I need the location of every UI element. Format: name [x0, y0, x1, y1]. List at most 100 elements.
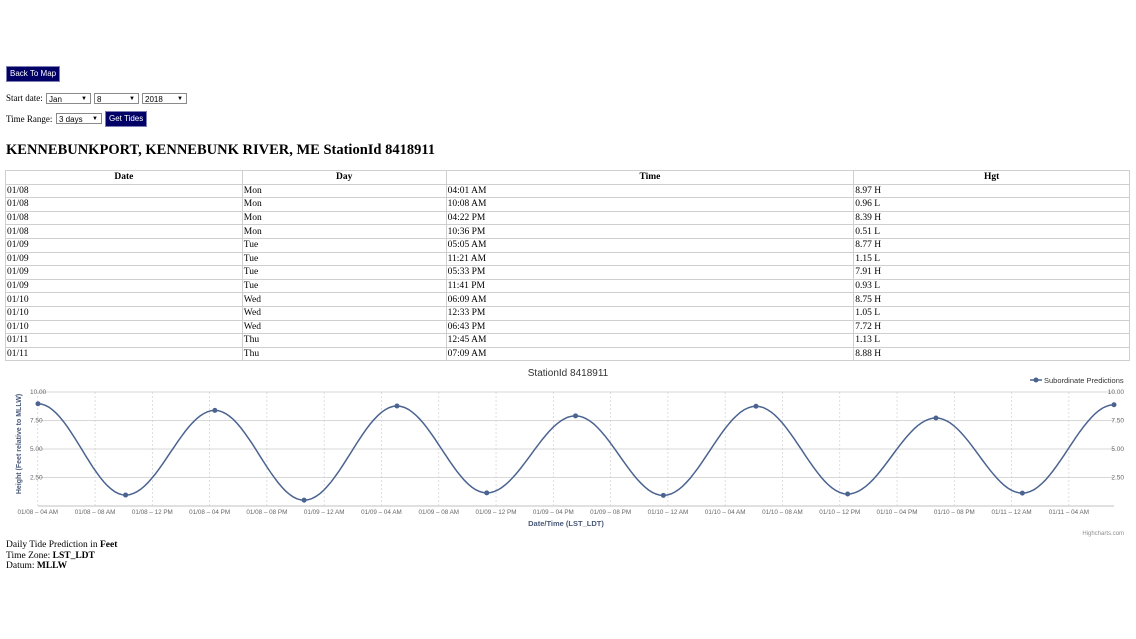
table-cell: 8.77 H [853, 237, 1130, 253]
table-cell: 01/10 [5, 305, 243, 321]
year-value: 2018 [145, 95, 163, 104]
data-point[interactable] [123, 492, 129, 498]
data-point[interactable] [394, 403, 400, 409]
dropdown-arrow-icon: ▼ [177, 96, 183, 102]
start-date-label: Start date: [6, 93, 43, 103]
chart-legend[interactable]: Subordinate Predictions [1030, 376, 1124, 385]
table-cell: Tue [241, 237, 447, 253]
table-row: 01/09 Tue 05:05 AM 8.77 H [5, 237, 1130, 253]
day-value: 8 [97, 95, 102, 104]
table-row: 01/10 Wed 06:43 PM 7.72 H [5, 319, 1130, 335]
y-axis-label: Height (Feet relative to MLLW) [16, 394, 23, 494]
table-cell: Wed [241, 292, 447, 307]
table-row: 01/08 Mon 10:36 PM 0.51 L [5, 224, 1130, 239]
station-title: KENNEBUNKPORT, KENNEBUNK RIVER, ME Stati… [6, 142, 436, 158]
table-cell: 04:22 PM [445, 210, 855, 226]
table-cell: Mon [241, 197, 447, 212]
table-cell: 01/08 [5, 183, 243, 199]
legend-label: Subordinate Predictions [1044, 376, 1124, 385]
day-select[interactable]: 8 ▼ [94, 93, 139, 104]
month-select[interactable]: Jan ▼ [46, 93, 91, 104]
datum-label: Datum: [6, 561, 37, 571]
table-cell: 01/10 [5, 319, 243, 335]
table-row: 01/09 Tue 05:33 PM 7.91 H [5, 265, 1130, 280]
data-point[interactable] [212, 407, 218, 413]
datum-line: Datum: MLLW [6, 561, 117, 572]
y-tick-label-left: 7.50 [30, 418, 43, 425]
timezone-line: Time Zone: LST_LDT [6, 551, 117, 562]
table-cell: 06:43 PM [445, 319, 855, 335]
table-cell: 01/11 [5, 346, 243, 362]
table-cell: 01/09 [5, 265, 243, 280]
table-cell: 01/08 [5, 197, 243, 212]
table-cell: 05:33 PM [445, 265, 855, 280]
table-cell: 01/09 [5, 237, 243, 253]
table-cell: 11:21 AM [445, 251, 855, 267]
column-header: Time [445, 170, 855, 185]
tide-chart: StationId 8418911 Subordinate Prediction… [16, 368, 1124, 537]
get-tides-button[interactable]: Get Tides [105, 111, 148, 127]
data-point[interactable] [35, 401, 41, 407]
back-to-map-button[interactable]: Back To Map [6, 66, 61, 82]
x-tick-label: 01/09 – 12 PM [476, 509, 517, 516]
y-tick-label-right: 7.50 [1111, 418, 1124, 425]
data-point[interactable] [573, 413, 579, 419]
table-cell: 12:33 PM [445, 305, 855, 321]
table-cell: 01/11 [5, 333, 243, 348]
table-cell: Wed [241, 319, 447, 335]
time-range-value: 3 days [59, 115, 83, 124]
y-tick-label-left: 5.00 [30, 446, 43, 453]
table-cell: 10:36 PM [445, 224, 855, 239]
x-tick-label: 01/10 – 08 PM [934, 509, 975, 516]
table-cell: 1.13 L [853, 333, 1130, 348]
data-point[interactable] [1111, 402, 1117, 408]
y-tick-label-left: 10.00 [30, 389, 47, 396]
month-value: Jan [49, 95, 62, 104]
table-cell: 7.91 H [853, 265, 1130, 280]
x-tick-label: 01/09 – 12 AM [304, 509, 345, 516]
column-header: Hgt [853, 170, 1130, 185]
column-header: Date [5, 170, 243, 185]
table-header-row: Date Day Time Hgt [5, 170, 1130, 185]
x-axis-label: Date/Time (LST_LDT) [528, 519, 604, 528]
data-point[interactable] [753, 403, 759, 409]
table-row: 01/09 Tue 11:41 PM 0.93 L [5, 278, 1130, 294]
timezone-label: Time Zone: [6, 550, 53, 561]
year-select[interactable]: 2018 ▼ [142, 93, 187, 104]
table-cell: 1.05 L [853, 305, 1130, 321]
table-cell: 01/09 [5, 278, 243, 294]
table-cell: Tue [241, 265, 447, 280]
x-tick-label: 01/09 – 04 PM [533, 509, 574, 516]
prediction-unit: Feet [99, 540, 118, 550]
table-cell: Mon [241, 210, 447, 226]
table-cell: 8.97 H [853, 183, 1130, 199]
x-tick-label: 01/08 – 08 AM [75, 509, 116, 516]
table-cell: Mon [241, 224, 447, 239]
data-point[interactable] [484, 490, 490, 496]
x-tick-label: 01/10 – 04 AM [705, 509, 746, 516]
data-point[interactable] [301, 497, 307, 503]
table-cell: 01/08 [5, 210, 243, 226]
data-point[interactable] [1019, 490, 1025, 496]
x-tick-label: 01/08 – 04 PM [189, 509, 230, 516]
data-point[interactable] [845, 491, 851, 497]
table-cell: Mon [241, 183, 447, 199]
dropdown-arrow-icon: ▼ [129, 96, 135, 102]
table-cell: 01/08 [5, 224, 243, 239]
time-range-select[interactable]: 3 days ▼ [56, 113, 102, 124]
x-tick-label: 01/11 – 04 AM [1049, 509, 1089, 516]
table-cell: 04:01 AM [445, 183, 855, 199]
prediction-prefix: Daily Tide Prediction in [6, 540, 100, 550]
data-point[interactable] [933, 415, 939, 421]
table-row: 01/10 Wed 12:33 PM 1.05 L [5, 305, 1130, 321]
x-tick-label: 01/10 – 12 AM [648, 509, 689, 516]
table-cell: Tue [241, 251, 447, 267]
table-row: 01/08 Mon 04:01 AM 8.97 H [5, 183, 1130, 199]
chart-credits[interactable]: Highcharts.com [1082, 531, 1124, 537]
time-range-label: Time Range: [6, 114, 53, 124]
x-tick-label: 01/08 – 04 AM [17, 509, 58, 516]
table-cell: Wed [241, 305, 447, 321]
data-point[interactable] [660, 492, 666, 498]
table-cell: 01/10 [5, 292, 243, 307]
table-cell: 11:41 PM [445, 278, 855, 294]
